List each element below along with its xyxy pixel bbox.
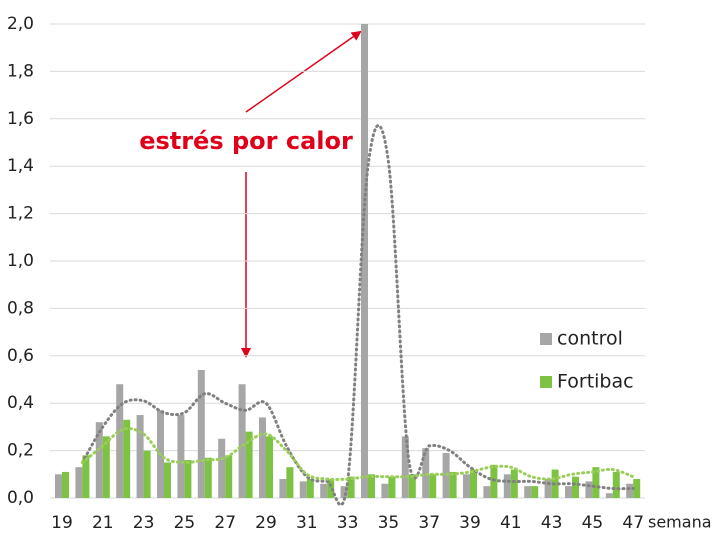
bar xyxy=(429,474,437,498)
bar xyxy=(116,384,124,498)
bar xyxy=(75,467,83,498)
x-tick-label: 27 xyxy=(214,513,236,533)
x-tick-label: 33 xyxy=(337,513,359,533)
bar xyxy=(259,417,266,498)
legend-label: Fortibac xyxy=(557,371,634,393)
bar xyxy=(449,471,457,498)
arrow xyxy=(245,30,362,113)
x-axis-label: semana xyxy=(648,513,712,532)
bar xyxy=(143,450,151,498)
bar xyxy=(572,476,579,498)
y-tick-label: 2,0 xyxy=(7,14,34,34)
bar xyxy=(347,476,355,498)
legend-swatch xyxy=(540,333,552,345)
y-tick-label: 0,0 xyxy=(7,488,34,508)
y-tick-label: 1,8 xyxy=(7,61,34,81)
bar xyxy=(177,415,185,498)
bar xyxy=(136,415,144,498)
bar xyxy=(95,422,103,498)
bar xyxy=(483,486,491,498)
x-tick-label: 21 xyxy=(92,513,114,533)
bar xyxy=(381,483,389,498)
bar xyxy=(626,483,634,498)
bar xyxy=(197,370,205,498)
bar xyxy=(361,24,368,498)
bar xyxy=(55,474,62,498)
bar xyxy=(633,479,641,498)
bar xyxy=(612,471,620,498)
trendline xyxy=(80,427,635,481)
bar xyxy=(238,384,246,498)
bar xyxy=(123,419,131,498)
bar xyxy=(204,457,212,498)
bar xyxy=(184,460,192,498)
x-tick-label: 31 xyxy=(296,513,318,533)
bar xyxy=(82,455,90,498)
x-tick-label: 25 xyxy=(174,513,196,533)
bar xyxy=(340,486,348,498)
y-tick-label: 0,2 xyxy=(7,441,34,461)
bar xyxy=(327,479,335,498)
bar xyxy=(592,467,600,498)
x-tick-label: 35 xyxy=(378,513,400,533)
bar xyxy=(279,479,287,498)
bar xyxy=(605,493,613,498)
bar xyxy=(266,436,273,498)
bar xyxy=(422,448,430,498)
x-tick-label: 39 xyxy=(459,513,481,533)
bar xyxy=(306,479,314,498)
y-tick-label: 1,6 xyxy=(7,109,34,129)
bar xyxy=(503,474,511,498)
bar xyxy=(164,462,171,498)
bar xyxy=(225,455,233,498)
y-tick-label: 0,8 xyxy=(7,298,34,318)
legend-label: control xyxy=(557,328,623,350)
y-tick-label: 0,6 xyxy=(7,346,34,366)
bar xyxy=(218,438,226,498)
bar xyxy=(585,481,593,498)
y-tick-label: 1,2 xyxy=(7,204,34,224)
x-tick-label: 23 xyxy=(133,513,155,533)
bar xyxy=(245,431,253,498)
x-tick-label: 37 xyxy=(418,513,440,533)
bar xyxy=(544,479,552,498)
bar xyxy=(286,467,294,498)
bar xyxy=(320,483,328,498)
y-tick-label: 1,4 xyxy=(7,156,34,176)
bar xyxy=(62,471,69,498)
bar xyxy=(524,486,532,498)
bar xyxy=(565,486,572,498)
x-tick-label: 43 xyxy=(541,513,563,533)
bar xyxy=(531,486,539,498)
bar xyxy=(463,474,470,498)
bar xyxy=(388,476,396,498)
legend-swatch xyxy=(540,376,552,388)
x-tick-label: 45 xyxy=(582,513,604,533)
bar xyxy=(368,474,375,498)
x-tick-label: 29 xyxy=(255,513,277,533)
bar xyxy=(299,481,307,498)
bar xyxy=(470,469,477,498)
x-tick-label: 41 xyxy=(500,513,522,533)
bar xyxy=(408,474,416,498)
annotation: estrés por calor xyxy=(139,127,353,155)
x-tick-label: 47 xyxy=(622,513,644,533)
bar xyxy=(510,469,518,498)
bar xyxy=(401,436,409,498)
y-tick-label: 1,0 xyxy=(7,251,34,271)
y-tick-label: 0,4 xyxy=(7,393,34,413)
x-tick-label: 19 xyxy=(51,513,73,533)
bar xyxy=(102,436,110,498)
trendline xyxy=(80,124,635,507)
